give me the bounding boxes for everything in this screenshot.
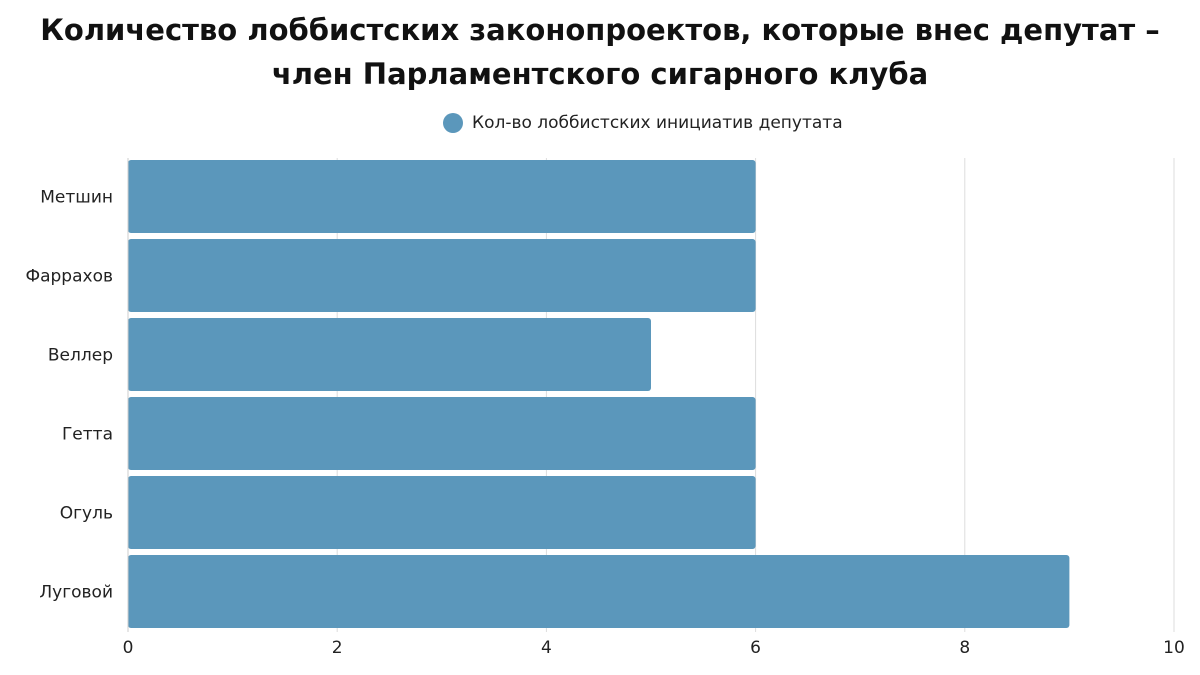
bar	[128, 555, 1070, 628]
y-tick-label: Фаррахов	[25, 267, 113, 287]
y-tick-label: Метшин	[40, 188, 113, 208]
x-tick-label: 6	[750, 638, 761, 658]
legend-marker	[443, 113, 463, 133]
y-tick-label: Огуль	[60, 504, 113, 524]
bar	[128, 476, 756, 549]
bar	[128, 318, 651, 391]
x-tick-label: 0	[123, 638, 134, 658]
bar	[128, 160, 756, 233]
x-tick-label: 4	[541, 638, 552, 658]
bar	[128, 239, 756, 312]
x-tick-label: 2	[332, 638, 343, 658]
y-tick-label: Луговой	[39, 583, 113, 603]
bar	[128, 397, 756, 470]
y-tick-label: Веллер	[48, 346, 113, 366]
y-tick-label: Гетта	[62, 425, 113, 445]
x-tick-label: 10	[1163, 638, 1185, 658]
x-tick-label: 8	[959, 638, 970, 658]
chart-title: Количество лоббистских законопроектов, к…	[40, 13, 1160, 91]
legend-label: Кол-во лоббистских инициатив депутата	[472, 113, 843, 133]
